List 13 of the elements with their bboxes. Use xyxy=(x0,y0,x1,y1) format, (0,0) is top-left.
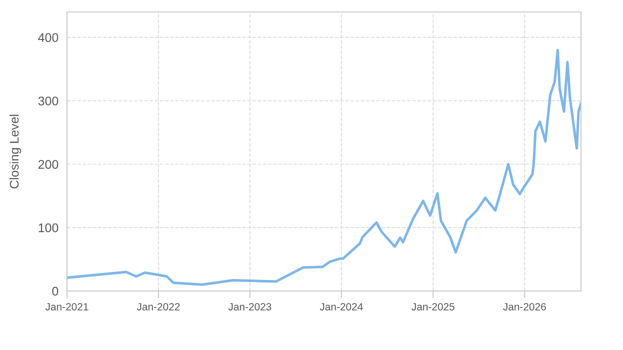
x-tick-label: Jan-2022 xyxy=(136,303,180,310)
y-tick-label: 200 xyxy=(38,160,58,169)
y-tick-label: 0 xyxy=(52,286,58,296)
x-tick-label: Jan-2024 xyxy=(320,303,363,310)
x-tick-label: Jan-2026 xyxy=(503,303,546,310)
x-tick-label: Jan-2023 xyxy=(228,303,272,310)
y-tick-label: 300 xyxy=(38,96,58,106)
line-series xyxy=(67,48,581,286)
y-tick-label: 400 xyxy=(38,33,58,42)
y-axis-title: Closing Level xyxy=(9,114,22,188)
y-tick-label: 100 xyxy=(38,223,58,232)
x-tick-label: Jan-2025 xyxy=(412,303,454,310)
x-tick-label: Jan-2021 xyxy=(45,303,88,310)
